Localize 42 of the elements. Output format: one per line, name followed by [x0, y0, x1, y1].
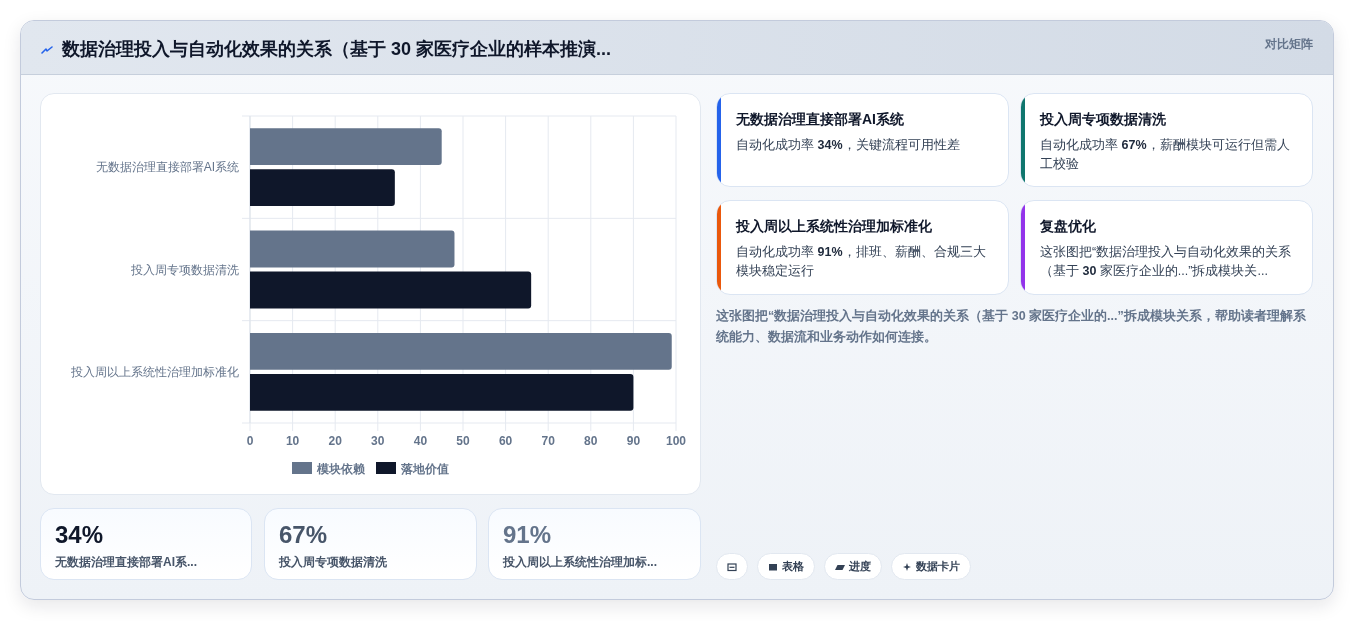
- bar: [250, 128, 442, 166]
- legend-label: 落地价值: [400, 461, 449, 476]
- x-tick-label: 60: [498, 434, 513, 448]
- text: 复盘优化: [1040, 217, 1097, 236]
- x-tick-label: 100: [665, 434, 687, 448]
- x-tick-label: 90: [626, 434, 641, 448]
- x-tick-label: 0: [246, 434, 254, 448]
- x-tick-label: 70: [541, 434, 556, 448]
- text: 这张图把“数据治理投入与自动化效果的关系（基于 30 家医疗企业的...”拆成模块关...: [1040, 244, 1293, 280]
- text: 对比矩阵: [1265, 36, 1313, 52]
- bar: [250, 169, 395, 207]
- bar: [250, 332, 672, 370]
- x-tick-label: 50: [456, 434, 470, 448]
- text: 无数据治理直接部署AI系...: [55, 554, 198, 570]
- text: 34%: [55, 520, 104, 550]
- x-tick-label: 80: [584, 434, 598, 448]
- text: 这张图把“数据治理投入与自动化效果的关系（基于 30 家医疗企业的...”拆成模块关系，帮助读者理解系统能力、数据流和业务动作如何连接。: [716, 307, 1307, 346]
- text: 自动化成功率 91%，排班、薪酬、合规三大模块稳定运行: [736, 245, 986, 278]
- x-tick-label: 20: [328, 434, 343, 448]
- bar: [250, 373, 634, 411]
- text: 投入周以上系统性治理加标准化: [736, 217, 933, 236]
- x-tick-label: 40: [413, 434, 428, 448]
- category-label: 进度: [849, 559, 871, 574]
- category-label: 表格: [782, 559, 804, 574]
- legend-label: 模块依赖: [316, 461, 366, 476]
- text: 投入周专项数据清洗: [279, 554, 387, 570]
- text: 数据治理投入与自动化效果的关系（基于 30 家医疗企业的样本推演...: [62, 38, 612, 61]
- text: 91%: [503, 520, 552, 550]
- y-tick-label: 无数据治理直接部署AI系统: [95, 160, 239, 175]
- text: 投入周专项数据清洗: [1040, 110, 1167, 129]
- x-tick-label: 10: [285, 434, 300, 448]
- bar: [250, 271, 532, 309]
- category-label: 数据卡片: [916, 559, 960, 574]
- bar: [250, 230, 455, 268]
- x-tick-label: 30: [371, 434, 385, 448]
- text: 自动化成功率 67%，薪酬模块可运行但需人工校验: [1040, 138, 1290, 171]
- y-tick-label: 投入周专项数据清洗: [130, 262, 239, 277]
- text: 自动化成功率 34%，关键流程可用性差: [736, 137, 961, 154]
- text: 无数据治理直接部署AI系统: [736, 110, 905, 129]
- y-tick-label: 投入周以上系统性治理加标准化: [70, 364, 239, 379]
- text: 投入周以上系统性治理加标...: [503, 554, 658, 570]
- text: 67%: [279, 520, 328, 550]
